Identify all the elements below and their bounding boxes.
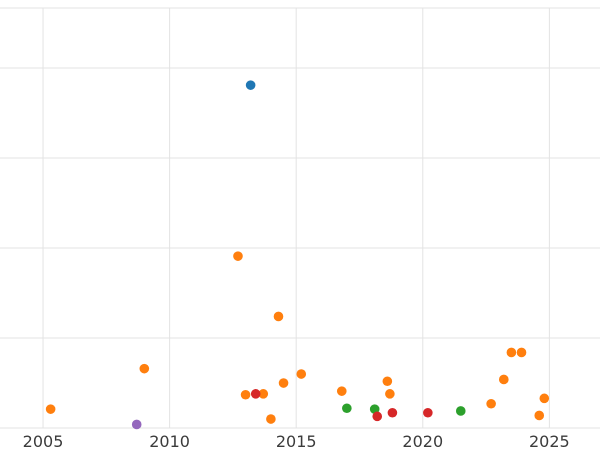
data-point-series-red — [250, 389, 261, 399]
data-point-series-orange — [240, 389, 251, 400]
data-point-series-orange — [382, 376, 393, 387]
x-tick-label: 2010 — [149, 432, 190, 450]
data-point-series-orange — [539, 393, 550, 404]
data-point-series-orange — [296, 369, 307, 379]
data-point-series-orange — [534, 410, 545, 421]
x-tick-label: 2005 — [23, 432, 64, 450]
data-point-series-orange — [273, 311, 284, 322]
x-tick-label: 2020 — [402, 432, 443, 450]
data-point-series-orange — [516, 347, 527, 358]
data-point-series-orange — [278, 378, 289, 388]
data-point-series-orange — [45, 404, 56, 414]
data-point-series-orange — [486, 398, 496, 409]
data-point-series-orange — [139, 363, 150, 374]
data-point-series-blue — [245, 80, 256, 90]
data-point-series-orange — [233, 251, 243, 261]
data-point-series-red — [423, 407, 433, 418]
data-point-series-orange — [336, 386, 347, 396]
x-tick-label: 2015 — [276, 432, 317, 450]
data-point-series-orange — [266, 414, 276, 424]
data-point-series-red — [387, 407, 398, 418]
data-point-series-orange — [498, 374, 509, 385]
data-point-series-orange — [506, 347, 517, 358]
data-point-series-green — [342, 403, 352, 414]
x-tick-label: 2025 — [529, 432, 570, 450]
data-point-series-purple — [131, 419, 142, 430]
data-point-series-green — [369, 404, 380, 414]
data-point-series-orange — [258, 389, 269, 399]
data-point-series-green — [455, 406, 466, 416]
data-point-series-red — [372, 411, 383, 422]
data-point-series-orange — [385, 389, 395, 399]
